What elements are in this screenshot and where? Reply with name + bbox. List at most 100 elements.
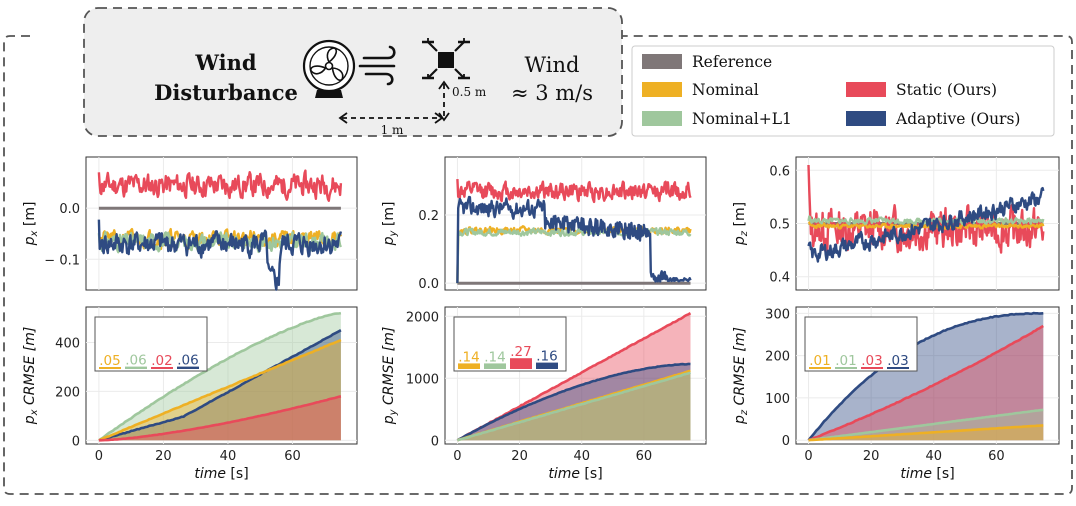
chart-pz-ytick-label: 0.5 [769,218,790,233]
chart-cy-xlabel: time [s] [548,466,602,482]
chart-px-line-adaptive-ours [97,219,343,291]
chart-cz-line-nominal [808,424,1044,442]
chart-cx-ytick-label: 400 [55,336,80,351]
chart-cz-ytick-label: 300 [765,307,790,322]
chart-cx-line-nominal [98,338,342,442]
legend: Reference Nominal Nominal+L1 Static (Our… [631,45,1055,137]
legend-swatch-static [846,82,886,97]
chart-pz-line-nominal [807,221,1045,230]
chart-cy-ytick-label: 1000 [406,372,439,387]
chart-cy-line-nominal-l1 [456,371,691,442]
chart-cx-area-nominal-l1 [98,313,341,441]
chart-cz-ytick-label: 0 [782,434,790,449]
legend-swatch-adaptive [846,111,886,126]
chart-cx-inset [94,316,208,372]
chart-cx-inset-label-static-ours: .02 [151,353,172,369]
outer-dashed-frame [3,35,1073,495]
chart-px-ytick-label: 0.0 [59,202,80,217]
chart-cy-inset-label-nominal: .14 [458,349,479,365]
chart-cx-inset-bar-adaptive-ours [177,366,199,369]
chart-cx-inset-bar-nominal-l1 [125,366,147,369]
legend-label-reference: Reference [692,53,772,71]
wind-speed-line1: Wind [525,53,580,77]
chart-cz-inset-label-adaptive-ours: .03 [887,353,908,369]
legend-label-nominal: Nominal [692,81,759,99]
chart-cx-line-adaptive-ours [98,329,342,442]
chart-cy-inset-bar-adaptive-ours [536,362,558,369]
chart-cz-line-static-ours [808,324,1044,442]
chart-cz-xtick-label: 40 [925,449,942,464]
chart-cx-inset-label-nominal-l1: .06 [125,353,146,369]
legend-box [631,45,1055,137]
chart-cz-inset-bar-nominal-l1 [835,367,857,369]
chart-cx-xtick-label: 20 [155,449,172,464]
chart-cy-area-adaptive-ours [457,363,691,441]
chart-py-line-nominal-l1 [456,227,692,284]
chart-cy-inset-bar-nominal-l1 [484,363,506,369]
chart-cz-inset-label-static-ours: .03 [861,353,882,369]
chart-cx-xtick-label: 0 [95,449,103,464]
chart-cx-ytick-label: 0 [72,434,80,449]
chart-pz-line-nominal-l1 [807,215,1045,226]
chart-cz-line-adaptive-ours [807,311,1044,442]
legend-swatch-reference [642,54,682,69]
chart-cz-xtick-label: 0 [804,449,812,464]
fan-icon [302,39,356,98]
legend-label-static: Static (Ours) [896,81,997,99]
chart-px: 0.0 − 0.1 px [m] [22,156,358,291]
chart-cz-ytick-label: 200 [765,350,790,365]
chart-cx-inset-label-adaptive-ours: .06 [177,353,198,369]
chart-cz-ylabel: pz CRMSE [m] [732,327,750,425]
legend-label-adaptive: Adaptive (Ours) [895,110,1020,128]
chart-px-ytick-label: − 0.1 [44,253,80,268]
chart-cy: 0 20 40 60 0 1000 2000 .14 .14 .27 .16 py CRMSE [m]… [381,306,707,482]
chart-pz-ytick-label: 0.6 [769,164,790,179]
chart-cy-xtick-label: 40 [573,449,590,464]
chart-cx-area-static-ours [98,396,341,441]
distance-arrows [338,80,450,124]
chart-py-ylabel: py [m] [381,202,399,247]
chart-cz-inset-bar-adaptive-ours [887,367,909,369]
chart-cz-line-nominal-l1 [808,408,1044,442]
header-title-line1: Wind [194,50,256,75]
chart-cy-inset-label-nominal-l1: .14 [484,349,505,365]
legend-item-nominal-l1: Nominal+L1 [642,110,792,128]
chart-py: 0.0 0.2 py [m] [381,156,707,292]
chart-pz-ylabel: pz [m] [732,202,750,246]
chart-cz: 0 20 40 60 0 100 200 300 .01 .01 .03 .03 pz CRMSE [m… [732,306,1060,482]
chart-cy-ytick-label: 0 [431,434,439,449]
chart-pz-ytick-label: 0.4 [769,271,790,286]
chart-cy-area-nominal-l1 [457,372,691,441]
chart-cx-inset-bar-static-ours [151,367,173,369]
chart-px-line-static-ours [97,169,343,202]
chart-cy-line-adaptive-ours [456,362,691,442]
chart-cy-ytick-label: 2000 [406,310,439,325]
chart-cz-inset-label-nominal: .01 [809,353,830,369]
distance-horizontal-label: 1 m [381,123,404,137]
legend-swatch-nominal [642,82,682,97]
chart-cz-ytick-label: 100 [765,392,790,407]
chart-cz-inset-bar-nominal [809,367,831,369]
chart-py-line-adaptive-ours [456,195,692,284]
chart-cx: 0 20 40 60 0 200 400 .05 .06 .02 .06 px CRMSE [m] ti… [22,306,358,482]
chart-cy-inset-label-adaptive-ours: .16 [536,349,557,365]
chart-cy-inset-label-static-ours: .27 [510,344,531,360]
drone-icon [422,38,470,80]
chart-cx-area-adaptive-ours [98,330,341,441]
chart-cz-inset [804,316,918,372]
chart-pz: 0.6 0.5 0.4 pz [m] [732,156,1060,291]
wind-speed-line2: ≈ 3 m/s [511,81,593,105]
chart-cz-inset-bar-static-ours [861,367,883,369]
chart-cz-area-static-ours [808,326,1044,441]
legend-swatch-nominal-l1 [642,111,682,126]
chart-pz-line-adaptive-ours [807,186,1045,263]
legend-label-nominal-l1: Nominal+L1 [692,110,792,128]
chart-cz-xlabel: time [s] [900,466,954,482]
charts: 0.0 − 0.1 px [m] 0.0 0.2 py [m] 0.6 0.5 0.4 pz [m… [22,156,1060,482]
chart-cy-ylabel: py CRMSE [m] [381,327,399,426]
chart-cx-ylabel: px CRMSE [m] [22,327,40,426]
chart-cz-area-adaptive-ours [808,313,1044,441]
chart-py-line-static-ours [456,179,692,204]
